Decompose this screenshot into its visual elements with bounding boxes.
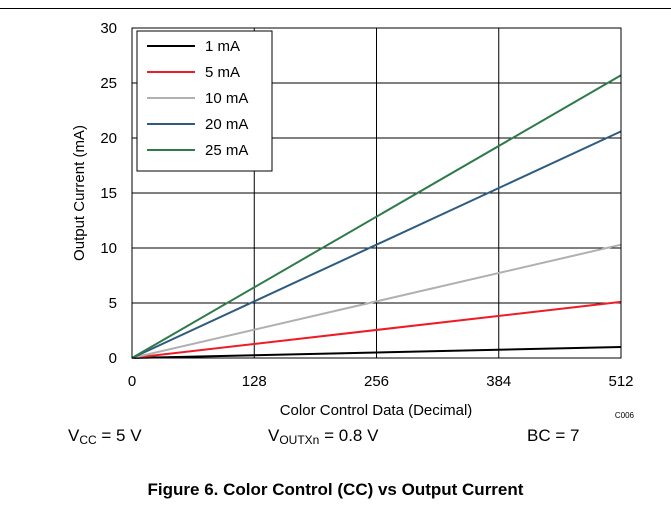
y-tick-label: 30 bbox=[100, 20, 117, 37]
series-line-10-ma bbox=[131, 243, 622, 359]
legend-label: 10 mA bbox=[205, 90, 248, 107]
vcc-condition: VCC = 5 V bbox=[68, 426, 142, 447]
y-tick-label: 15 bbox=[100, 185, 117, 202]
chart: 0 128 256 384 512 0 5 10 15 20 25 30 Color Control … bbox=[71, 20, 635, 420]
series-line-20-ma bbox=[131, 130, 622, 359]
tick-labels: 0 128 256 384 512 0 5 10 15 20 25 30 bbox=[100, 20, 633, 390]
voutxn-symbol: V bbox=[268, 426, 280, 445]
y-tick-label: 5 bbox=[109, 295, 117, 312]
vcc-value: = 5 V bbox=[96, 426, 142, 445]
voutxn-value: = 0.8 V bbox=[319, 426, 379, 445]
series-line-1-ma bbox=[131, 346, 622, 359]
y-tick-label: 25 bbox=[100, 75, 117, 92]
x-tick-label: 384 bbox=[486, 373, 511, 390]
chart-code: C006 bbox=[615, 411, 635, 420]
top-rule bbox=[0, 8, 671, 9]
series-line-5-ma bbox=[131, 300, 622, 359]
bc-condition: BC = 7 bbox=[527, 426, 580, 445]
legend-label: 1 mA bbox=[205, 38, 240, 55]
voutxn-subscript: OUTXn bbox=[279, 433, 320, 447]
x-tick-label: 256 bbox=[364, 373, 389, 390]
y-axis-label: Output Current (mA) bbox=[71, 125, 88, 261]
voutxn-condition: VOUTXn = 0.8 V bbox=[268, 426, 378, 447]
y-tick-label: 20 bbox=[100, 130, 117, 147]
x-tick-label: 128 bbox=[242, 373, 267, 390]
y-tick-label: 0 bbox=[109, 350, 117, 367]
x-tick-label: 0 bbox=[128, 373, 136, 390]
y-tick-label: 10 bbox=[100, 240, 117, 257]
series-lines bbox=[131, 74, 622, 359]
legend: 1 mA 5 mA 10 mA 20 mA 25 mA bbox=[136, 30, 273, 172]
figure-caption: Figure 6. Color Control (CC) vs Output C… bbox=[147, 480, 524, 499]
vcc-subscript: CC bbox=[79, 433, 97, 447]
series-line-25-ma bbox=[131, 74, 622, 359]
legend-label: 5 mA bbox=[205, 64, 240, 81]
vcc-symbol: V bbox=[68, 426, 80, 445]
legend-label: 20 mA bbox=[205, 116, 248, 133]
legend-label: 25 mA bbox=[205, 142, 248, 159]
plot-frame bbox=[131, 27, 622, 359]
legend-box bbox=[136, 30, 273, 172]
x-tick-label: 512 bbox=[608, 373, 633, 390]
x-axis-label: Color Control Data (Decimal) bbox=[280, 402, 473, 419]
